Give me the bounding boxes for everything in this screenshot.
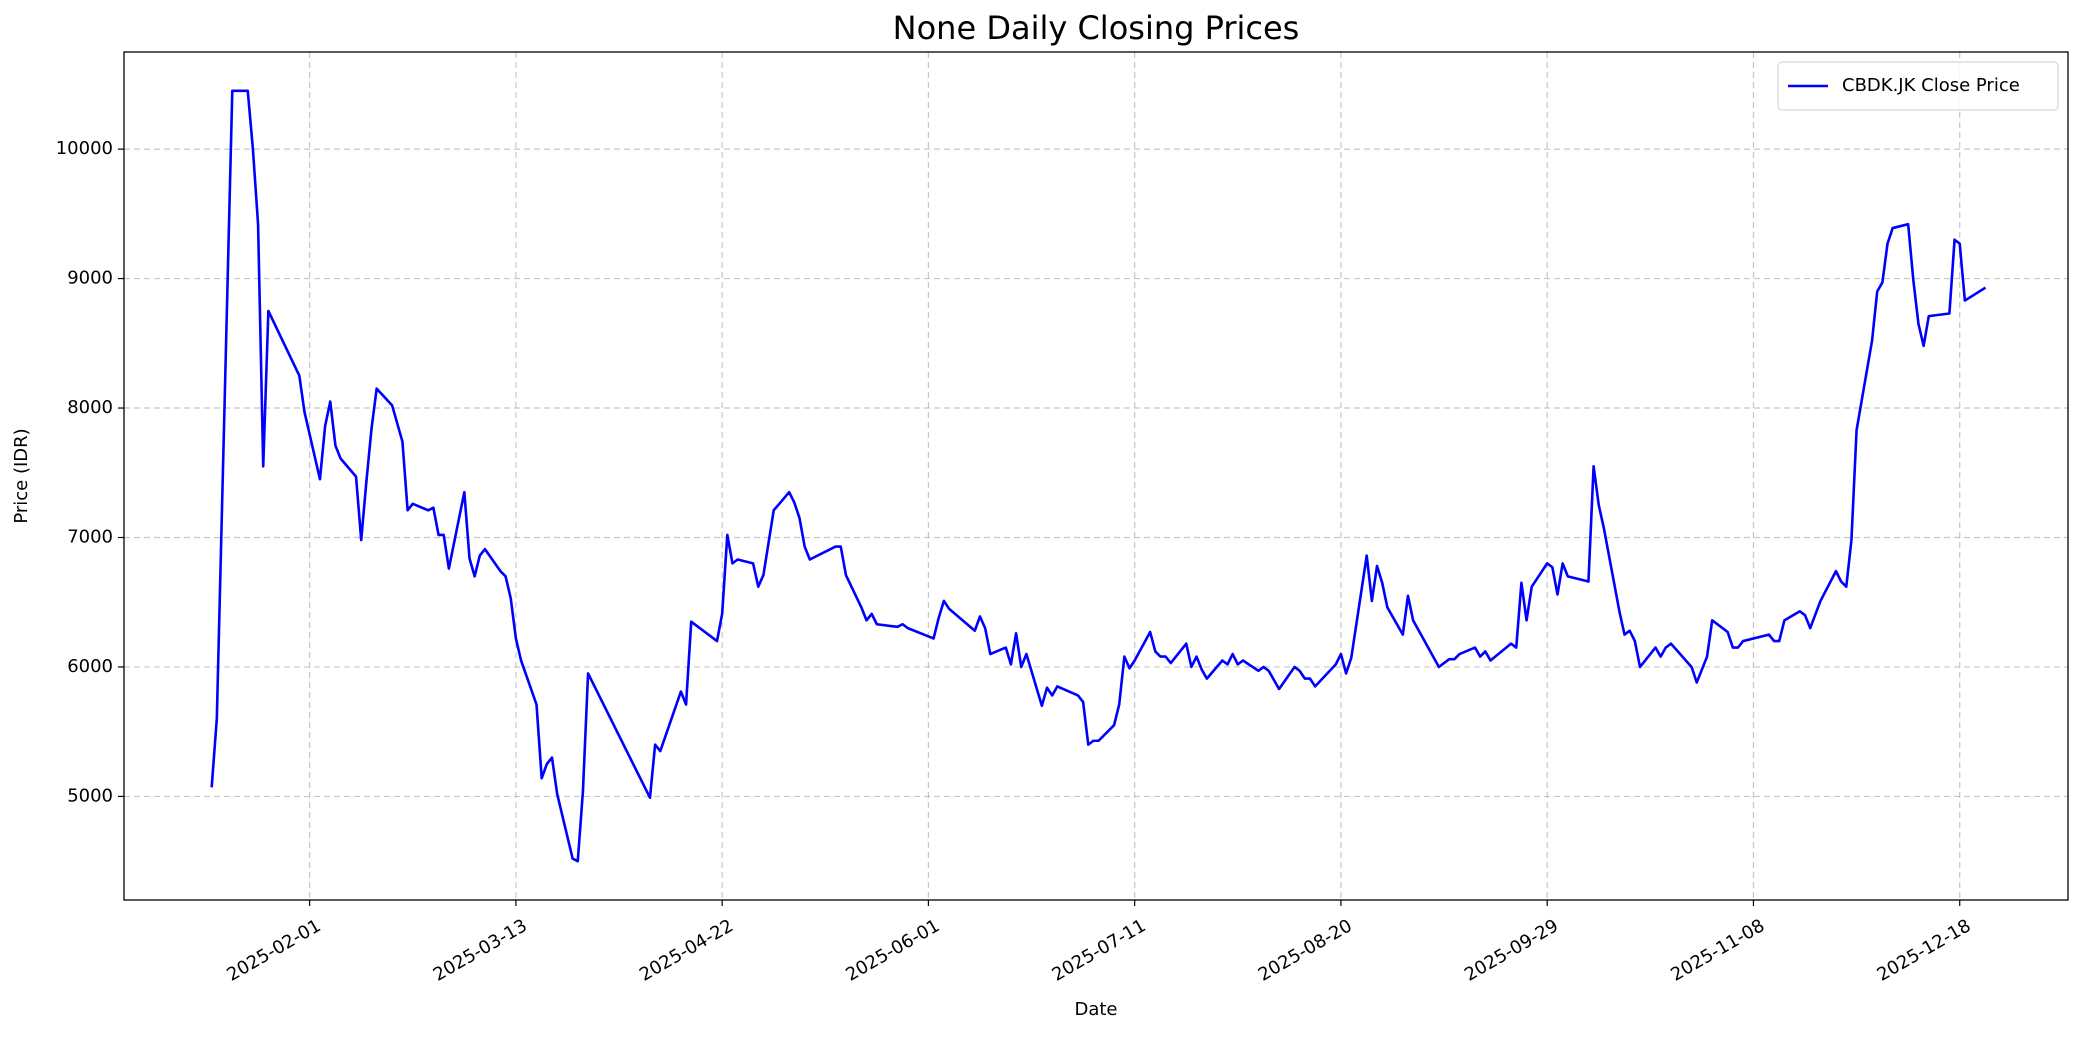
y-tick-label: 5000 [67, 785, 113, 806]
legend: CBDK.JK Close Price [1777, 61, 2059, 111]
price-line [210, 89, 1987, 863]
x-axis-label: Date [1074, 999, 1117, 1020]
legend-box [1777, 61, 2059, 111]
y-tick-label: 9000 [67, 268, 113, 289]
y-tick-label: 10000 [56, 138, 113, 159]
y-tick-label: 8000 [67, 397, 113, 418]
plot-frame [123, 51, 2069, 901]
y-tick-label: 6000 [67, 656, 113, 677]
legend-label: CBDK.JK Close Price [1842, 75, 2020, 96]
chart-title: None Daily Closing Prices [893, 9, 1300, 47]
y-tick-label: 7000 [67, 526, 113, 547]
y-axis-label: Price (IDR) [11, 428, 32, 523]
